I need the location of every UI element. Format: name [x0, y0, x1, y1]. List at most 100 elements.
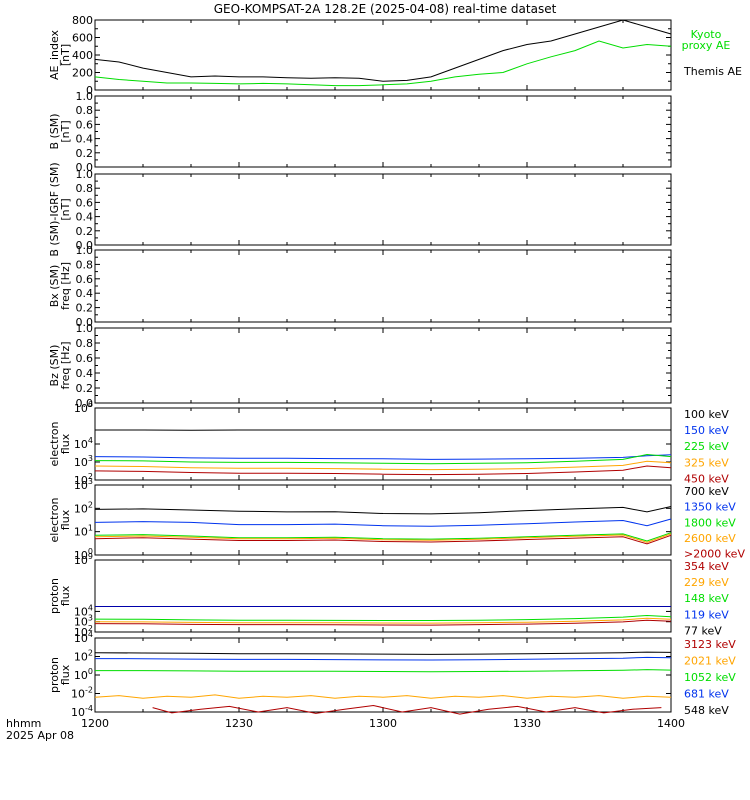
series-line	[94, 694, 672, 699]
legend-entry: Themis AE	[683, 65, 742, 78]
y-axis-label: B (SM)[nT]	[48, 113, 72, 149]
legend-entry: 1350 keV	[684, 501, 736, 514]
y-tick-label: 0.0	[76, 397, 94, 410]
panel-b_igrf: 0.00.20.40.60.81.0B (SM)-IGRF (SM)[nT]	[48, 162, 672, 257]
series-line	[94, 19, 672, 82]
series-line	[94, 534, 672, 545]
y-tick-label: 0.0	[76, 161, 94, 174]
y-tick-label: 600	[72, 32, 93, 45]
series-line	[94, 40, 672, 87]
y-tick-label: 0.0	[76, 316, 94, 329]
y-tick-label: 1.0	[76, 90, 94, 103]
legend-entry: 700 keV	[684, 485, 729, 498]
series-line	[94, 453, 672, 465]
x-tick-label: 1300	[369, 717, 397, 730]
series-line	[94, 656, 672, 661]
series-line	[94, 533, 672, 543]
y-axis-label: protonflux	[48, 578, 72, 614]
chart-title: GEO-KOMPSAT-2A 128.2E (2025-04-08) real-…	[214, 2, 557, 16]
y-tick-label: 100	[74, 547, 93, 562]
series-line	[94, 454, 672, 460]
y-axis-label: Bx (SM)freq [Hz]	[48, 262, 72, 310]
y-axis-label: protonflux	[48, 657, 72, 693]
y-tick-label: 104	[74, 436, 93, 451]
y-tick-label: 102	[74, 500, 93, 515]
y-tick-label: 0.8	[76, 337, 94, 350]
x-tick-label: 1200	[81, 717, 109, 730]
x-axis-label-hhmm: hhmm	[6, 717, 41, 730]
series-line	[94, 617, 672, 624]
legend-entry: 2600 keV	[684, 532, 736, 545]
panel-frame	[94, 249, 672, 323]
y-tick-label: 0.2	[76, 147, 94, 160]
panel-b_sm: 0.00.20.4 0.60.81.0 B (SM)[nT]	[48, 90, 672, 174]
legend-entry: 225 keV	[684, 440, 729, 453]
series-line	[94, 506, 672, 515]
legend-entry: >2000 keV	[684, 548, 745, 561]
y-axis-label: AE_index[nT]	[48, 29, 72, 80]
legend-entry: 681 keV	[684, 688, 729, 701]
x-tick-label: 1230	[225, 717, 253, 730]
y-tick-label: 109	[74, 552, 93, 567]
y-tick-label: 102	[74, 472, 93, 487]
series-line	[152, 704, 662, 715]
y-tick-label: 0	[86, 84, 93, 97]
legend-entry: 119 keV	[684, 608, 729, 621]
panel-frame	[94, 327, 672, 404]
y-tick-label: 103	[74, 614, 93, 629]
x-axis: 1200 1230 1300 1330 1400	[81, 717, 685, 730]
panel-frame	[94, 637, 672, 713]
y-tick-label: 1.0	[76, 244, 94, 257]
legend-entry: 100 keV	[684, 408, 729, 421]
y-tick-label: 0.2	[76, 382, 94, 395]
series-line	[94, 518, 672, 527]
y-tick-label: 103	[74, 454, 93, 469]
y-tick-label: 10-4	[71, 704, 93, 719]
series-line	[94, 651, 672, 655]
y-tick-label: 1.0	[76, 168, 94, 181]
legend-entry: 1800 keV	[684, 516, 736, 529]
y-tick-label: 106	[74, 400, 93, 415]
legend-entry: proxy AE	[682, 39, 731, 52]
panel-bz_freq: 0.0 0.2 0.4 0.6 0.8 1.0 Bz (SM)freq [Hz]	[48, 322, 672, 410]
y-tick-label: 800	[72, 14, 93, 27]
x-axis-label-date: 2025 Apr 08	[6, 729, 74, 742]
y-tick-label: 0.6	[76, 273, 94, 286]
panel-frame	[94, 484, 672, 556]
series-line	[95, 669, 672, 673]
y-tick-label: 104	[74, 630, 93, 645]
series-line	[94, 460, 672, 471]
y-tick-label: 200	[72, 67, 93, 80]
panel-frame	[94, 19, 672, 91]
y-tick-label: 0.8	[76, 104, 94, 117]
y-tick-label: 0.8	[76, 258, 94, 271]
legend-entry: 354 keV	[684, 560, 729, 573]
legend-entry: 548 keV	[684, 704, 729, 717]
y-tick-label: 0.6	[76, 352, 94, 365]
legend-entry: Kyoto	[691, 28, 722, 41]
y-tick-label: 0.2	[76, 225, 94, 238]
y-tick-label: 400	[72, 49, 93, 62]
y-tick-label: 0.4	[76, 367, 94, 380]
y-tick-label: 10-2	[71, 686, 93, 701]
y-tick-label: 102	[74, 624, 93, 639]
y-tick-label: 0.4	[76, 133, 94, 146]
y-tick-label: 0.4	[76, 287, 94, 300]
y-tick-label: 0.8	[76, 182, 94, 195]
x-tick-label: 1330	[513, 717, 541, 730]
legend-entry: 148 keV	[684, 592, 729, 605]
y-axis-label: B (SM)-IGRF (SM)[nT]	[48, 162, 72, 256]
legend-entry: 150 keV	[684, 424, 729, 437]
panel-frame	[94, 173, 672, 246]
y-tick-label: 1.0	[76, 322, 94, 335]
y-tick-label: 102	[74, 649, 93, 664]
series-line	[94, 532, 672, 542]
legend-entry: 1052 keV	[684, 671, 736, 684]
legend-entry: 3123 keV	[684, 638, 736, 651]
y-tick-label: 0.6	[76, 118, 94, 131]
